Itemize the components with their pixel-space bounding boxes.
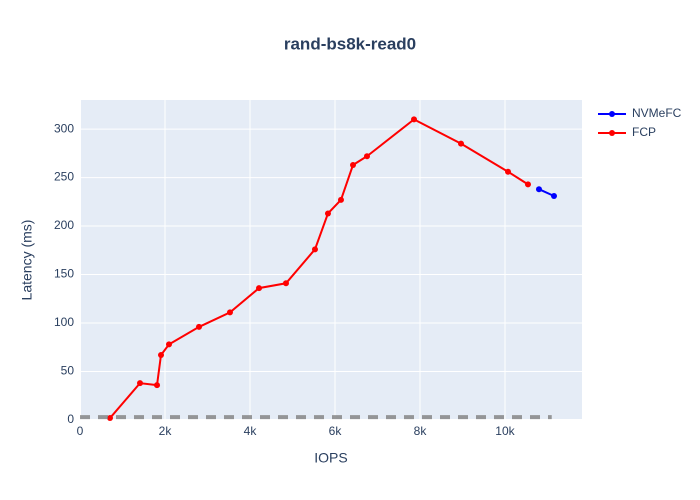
y-tick-label: 150 xyxy=(54,267,74,281)
legend-label: FCP xyxy=(632,125,656,139)
data-point xyxy=(256,285,263,292)
legend-label: NVMeFC xyxy=(632,106,682,120)
data-point xyxy=(550,193,557,199)
y-tick-label: 300 xyxy=(54,121,74,135)
data-point xyxy=(350,161,357,168)
legend-marker xyxy=(609,111,615,117)
x-tick-label: 10k xyxy=(495,424,515,438)
data-point xyxy=(137,380,144,387)
x-tick-label: 8k xyxy=(414,424,428,438)
series-line xyxy=(109,118,529,419)
y-tick-label: 200 xyxy=(54,218,74,232)
x-tick-label: 4k xyxy=(244,424,258,438)
data-point xyxy=(158,352,165,359)
y-axis-title: Latency (ms) xyxy=(19,220,35,301)
y-tick-label: 100 xyxy=(54,315,74,329)
data-point xyxy=(282,280,289,287)
data-point xyxy=(324,210,331,217)
x-tick-label: 6k xyxy=(329,424,343,438)
data-point xyxy=(524,181,531,188)
data-point xyxy=(505,168,512,175)
y-tick-label: 0 xyxy=(67,412,74,426)
data-point xyxy=(195,323,202,330)
plot-area xyxy=(80,100,582,420)
y-tick-label: 50 xyxy=(61,364,75,378)
data-point xyxy=(226,309,233,316)
x-tick-label: 2k xyxy=(159,424,173,438)
y-tick-label: 250 xyxy=(54,170,74,184)
data-point xyxy=(311,246,318,253)
x-axis-title: IOPS xyxy=(314,450,347,466)
data-point xyxy=(337,196,344,203)
data-point xyxy=(535,186,542,193)
legend-marker xyxy=(609,130,615,136)
chart-title: rand-bs8k-read0 xyxy=(284,34,416,53)
data-point xyxy=(411,116,418,123)
data-point xyxy=(458,140,465,147)
x-tick-label: 0 xyxy=(77,424,84,438)
data-point xyxy=(107,415,114,422)
data-point xyxy=(165,341,172,348)
data-point xyxy=(363,153,370,160)
data-point xyxy=(154,382,161,389)
